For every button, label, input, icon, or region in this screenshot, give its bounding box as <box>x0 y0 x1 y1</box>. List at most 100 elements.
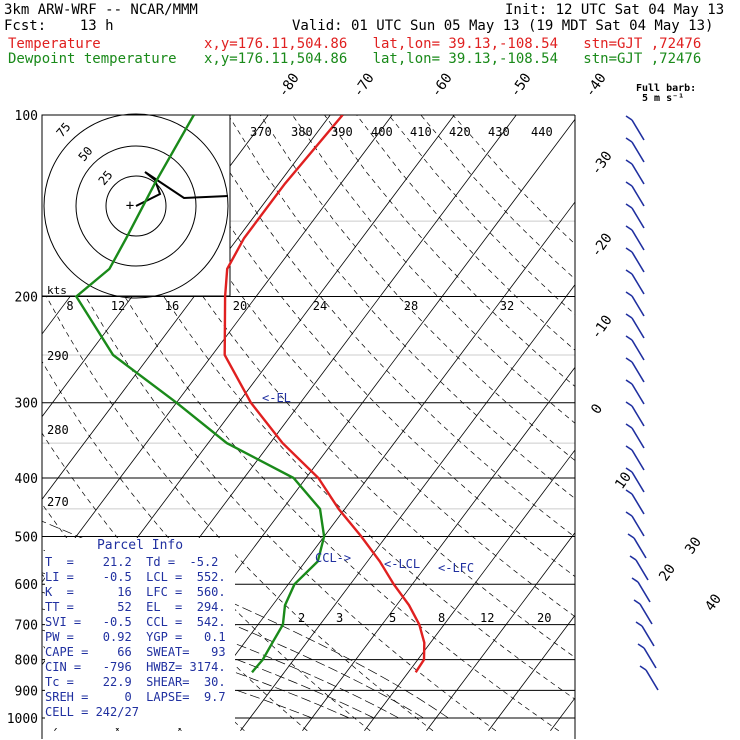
mixing-ratio-label: 5 <box>389 611 396 625</box>
dry-adiabat <box>324 115 575 387</box>
mixing-ratio-label: 2 <box>298 611 305 625</box>
mixing-ratio-label: 3 <box>336 611 343 625</box>
dry-adiabat <box>42 287 434 732</box>
parcel-info-panel: Parcel Info T = 21.2 Td = -5.2 LI = -0.5 … <box>45 538 235 728</box>
hodograph-x-label: 24 <box>313 299 327 313</box>
theta-label: 270 <box>47 495 69 509</box>
wind-barb-flag <box>625 203 633 209</box>
wind-barb-flag <box>629 555 637 561</box>
parcel-info-row: SREH = 0 LAPSE= 9.7 <box>45 690 226 704</box>
temperature-location: x,y=176.11,504.86 lat,lon= 39.13,-108.54… <box>204 36 702 52</box>
parcel-info-row: T = 21.2 Td = -5.2 <box>45 555 219 569</box>
wind-barb <box>633 537 647 559</box>
wind-barb-flag <box>625 225 633 231</box>
isotherm-label: -10 <box>588 312 616 342</box>
wind-barb <box>631 515 645 537</box>
wind-barb-flag <box>635 621 643 627</box>
dry-adiabat <box>163 115 575 577</box>
theta-label: 380 <box>291 125 313 139</box>
pressure-tick-label: 200 <box>15 291 38 306</box>
wind-barb-flag <box>625 401 633 407</box>
dewpoint-legend: Dewpoint temperature <box>8 51 177 67</box>
pressure-tick-label: 500 <box>15 530 38 545</box>
theta-label: 430 <box>488 125 510 139</box>
wind-barb <box>631 317 645 339</box>
isotherm-label: -80 <box>275 70 303 100</box>
level-annotation: <-LCL <box>384 557 420 571</box>
wind-barb <box>631 427 645 449</box>
wind-barb-flag <box>625 445 633 451</box>
pressure-tick-label: 600 <box>15 578 38 593</box>
pressure-tick-label: 100 <box>15 109 38 124</box>
dewpoint-trace <box>74 115 326 674</box>
hodograph-x-label: 16 <box>165 299 179 313</box>
parcel-info-title: Parcel Info <box>96 538 184 553</box>
wind-barb-flag <box>625 137 633 143</box>
wind-barb-flag <box>625 379 633 385</box>
wind-barb <box>637 581 651 603</box>
parcel-info-row: PW = 0.92 YGP = 0.1 <box>45 630 226 644</box>
hodograph-x-label: 8 <box>66 299 73 313</box>
wind-barb-flag <box>625 291 633 297</box>
theta-label: 280 <box>47 423 69 437</box>
wind-barb-flag <box>627 533 635 539</box>
level-annotation: CCL-> <box>315 551 351 565</box>
level-annotation: <-LFC <box>438 561 474 575</box>
wind-barb <box>643 647 657 669</box>
wind-barb <box>631 449 645 471</box>
wind-barb-flag <box>625 181 633 187</box>
dry-adiabat <box>227 115 575 499</box>
wind-barb-flag <box>625 313 633 319</box>
wind-barb <box>639 603 653 625</box>
dry-adiabat <box>99 115 575 658</box>
moist-adiabat <box>42 608 350 719</box>
wind-barb-flag <box>637 643 645 649</box>
isotherm-label: 40 <box>702 591 725 614</box>
dry-adiabat <box>195 115 575 538</box>
isotherm-label: -30 <box>588 148 616 178</box>
isotherm-line <box>364 449 575 732</box>
wind-barb <box>641 625 655 647</box>
isotherm-label: 0 <box>588 401 606 417</box>
wind-barb-flag <box>625 489 633 495</box>
parcel-info-row: K = 16 LFC = 560. <box>45 585 226 599</box>
mixing-ratio-label: 8 <box>438 611 445 625</box>
wind-barb-flag <box>639 665 647 671</box>
barb-legend-title: Full barb: <box>636 83 697 94</box>
wind-barb-flag <box>625 511 633 517</box>
temperature-legend: Temperature <box>8 36 101 52</box>
moist-adiabat <box>42 549 424 719</box>
wind-barb <box>631 339 645 361</box>
wind-barb <box>631 405 645 427</box>
pressure-tick-label: 900 <box>15 684 38 699</box>
moist-adiabat <box>42 520 449 719</box>
hodograph-axis-label: kts <box>47 284 67 297</box>
isotherm-label: -40 <box>582 70 610 100</box>
wind-barb-flag <box>633 599 641 605</box>
wind-barb <box>645 669 659 691</box>
forecast-hour: Fcst: 13 h <box>4 18 114 34</box>
wind-barb <box>631 185 645 207</box>
isotherm-line <box>178 201 575 732</box>
hodograph-ring <box>75 145 197 267</box>
valid-time: Valid: 01 UTC Sun 05 May 13 (19 MDT Sat … <box>292 18 714 34</box>
hodograph-x-label: 12 <box>111 299 125 313</box>
pressure-tick-label: 700 <box>15 619 38 634</box>
isotherm-label: -50 <box>507 70 535 100</box>
model-title: 3km ARW-WRF -- NCAR/MMM <box>4 2 198 18</box>
isotherm-line <box>42 115 331 501</box>
temperature-trace <box>223 115 426 673</box>
isotherm-line <box>42 115 393 583</box>
dry-adiabat <box>420 115 575 280</box>
isotherm-label: -20 <box>588 230 616 260</box>
wind-barb <box>631 383 645 405</box>
parcel-info-row: CAPE = 66 SWEAT= 93 <box>45 645 226 659</box>
wind-barb-flag <box>625 467 633 473</box>
parcel-info-row: SVI = -0.5 CCL = 542. <box>45 615 226 629</box>
dry-adiabat <box>67 115 575 700</box>
isotherm-label: -70 <box>350 70 378 100</box>
isotherm-line <box>240 284 575 732</box>
isotherm-line <box>426 532 575 732</box>
wind-barb-flag <box>625 269 633 275</box>
pressure-tick-label: 300 <box>15 397 38 412</box>
